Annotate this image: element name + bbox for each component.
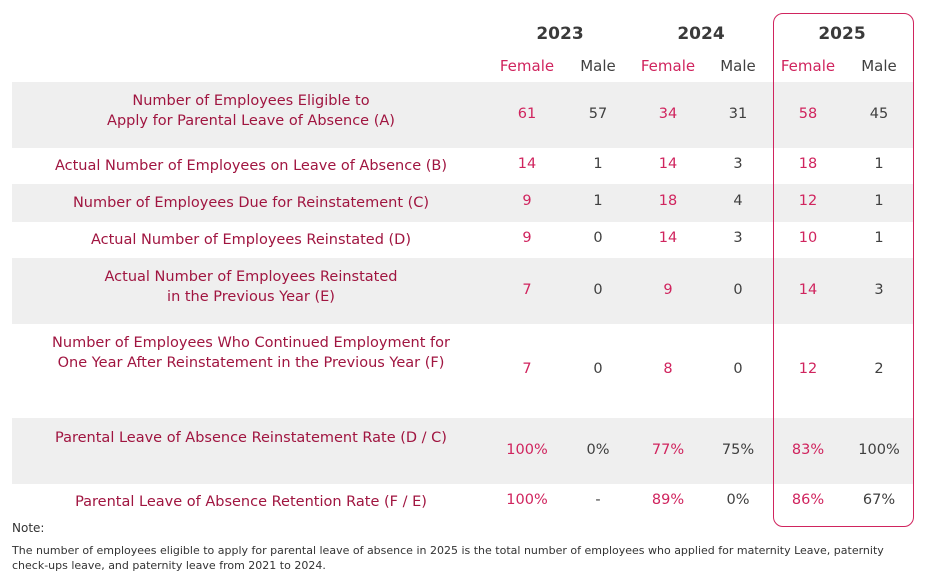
cell-2024-female: 89% bbox=[651, 492, 685, 508]
cell-2024-female: 8 bbox=[663, 361, 673, 377]
gender-header-2023-female: Female bbox=[499, 57, 555, 75]
row-label: Number of Employees Eligible to Apply fo… bbox=[12, 91, 490, 131]
cell-2024-male: 3 bbox=[733, 230, 743, 246]
cell-2024-female: 14 bbox=[658, 156, 678, 172]
note-title: Note: bbox=[12, 521, 45, 535]
cell-2023-male: 1 bbox=[593, 156, 603, 172]
year-header-2024: 2024 bbox=[677, 24, 725, 44]
year-header-2025: 2025 bbox=[818, 24, 866, 44]
cell-2025-female: 12 bbox=[798, 361, 818, 377]
cell-2025-male: 2 bbox=[874, 361, 884, 377]
row-label: Actual Number of Employees Reinstated in… bbox=[12, 267, 490, 307]
cell-2023-male: 0 bbox=[593, 361, 603, 377]
cell-2025-female: 18 bbox=[798, 156, 818, 172]
cell-2025-female: 10 bbox=[798, 230, 818, 246]
cell-2025-male: 1 bbox=[874, 193, 884, 209]
cell-2023-female: 14 bbox=[517, 156, 537, 172]
gender-header-2024-male: Male bbox=[720, 57, 756, 75]
cell-2025-male: 1 bbox=[874, 156, 884, 172]
cell-2024-female: 18 bbox=[658, 193, 678, 209]
year-header-2023: 2023 bbox=[536, 24, 584, 44]
row-label-line: Number of Employees Eligible to bbox=[132, 93, 370, 109]
row-label-line: One Year After Reinstatement in the Prev… bbox=[57, 355, 445, 371]
row-label-line: Actual Number of Employees Reinstated bbox=[104, 269, 398, 285]
cell-2023-female: 7 bbox=[522, 361, 532, 377]
cell-2025-female: 12 bbox=[798, 193, 818, 209]
row-label-line: Number of Employees Who Continued Employ… bbox=[52, 335, 450, 351]
cell-2023-male: - bbox=[595, 492, 601, 508]
row-label: Parental Leave of Absence Retention Rate… bbox=[75, 494, 427, 510]
cell-2025-female: 83% bbox=[791, 442, 825, 458]
cell-2025-male: 45 bbox=[869, 106, 889, 122]
cell-2023-female: 61 bbox=[517, 106, 537, 122]
cell-2023-male: 57 bbox=[588, 106, 608, 122]
cell-2025-male: 3 bbox=[874, 282, 884, 298]
row-label: Number of Employees Who Continued Employ… bbox=[12, 333, 490, 373]
cell-2025-female: 58 bbox=[798, 106, 818, 122]
cell-2025-male: 100% bbox=[858, 442, 900, 458]
gender-header-2023-male: Male bbox=[580, 57, 616, 75]
cell-2023-female: 9 bbox=[522, 193, 532, 209]
gender-header-2025-male: Male bbox=[861, 57, 897, 75]
row-label: Parental Leave of Absence Reinstatement … bbox=[55, 430, 447, 446]
table-row: Actual Number of Employees on Leave of A… bbox=[12, 148, 913, 184]
row-label: Actual Number of Employees on Leave of A… bbox=[54, 158, 447, 174]
table-row: Number of Employees Eligible to Apply fo… bbox=[12, 82, 913, 148]
table-row: Number of Employees Due for Reinstatemen… bbox=[12, 184, 913, 222]
cell-2024-female: 9 bbox=[663, 282, 673, 298]
cell-2024-female: 14 bbox=[658, 230, 678, 246]
cell-2023-female: 9 bbox=[522, 230, 532, 246]
table-row: Parental Leave of Absence Reinstatement … bbox=[12, 418, 913, 484]
row-label-line: Apply for Parental Leave of Absence (A) bbox=[107, 113, 395, 129]
cell-2024-male: 0 bbox=[733, 361, 743, 377]
cell-2025-male: 1 bbox=[874, 230, 884, 246]
cell-2024-male: 3 bbox=[733, 156, 743, 172]
row-label-line: in the Previous Year (E) bbox=[167, 289, 335, 305]
table-row: Actual Number of Employees Reinstated in… bbox=[12, 258, 913, 324]
gender-header-2024-female: Female bbox=[640, 57, 696, 75]
cell-2023-female: 100% bbox=[506, 492, 548, 508]
note-text: The number of employees eligible to appl… bbox=[12, 544, 884, 572]
cell-2024-male: 0 bbox=[733, 282, 743, 298]
cell-2024-female: 34 bbox=[658, 106, 678, 122]
gender-header-2025-female: Female bbox=[780, 57, 836, 75]
table-row: Actual Number of Employees Reinstated (D… bbox=[12, 222, 913, 258]
cell-2023-male: 0 bbox=[593, 282, 603, 298]
cell-2025-female: 14 bbox=[798, 282, 818, 298]
row-label: Actual Number of Employees Reinstated (D… bbox=[90, 232, 412, 248]
cell-2023-male: 0 bbox=[593, 230, 603, 246]
cell-2024-female: 77% bbox=[651, 442, 685, 458]
table-row: Number of Employees Who Continued Employ… bbox=[12, 324, 913, 418]
cell-2023-male: 1 bbox=[593, 193, 603, 209]
table-row: Parental Leave of Absence Retention Rate… bbox=[12, 484, 913, 520]
cell-2023-female: 100% bbox=[506, 442, 548, 458]
cell-2024-male: 4 bbox=[733, 193, 743, 209]
cell-2024-male: 0% bbox=[726, 492, 750, 508]
cell-2024-male: 31 bbox=[728, 106, 748, 122]
cell-2025-male: 67% bbox=[862, 492, 896, 508]
cell-2023-female: 7 bbox=[522, 282, 532, 298]
cell-2025-female: 86% bbox=[791, 492, 825, 508]
cell-2024-male: 75% bbox=[721, 442, 755, 458]
cell-2023-male: 0% bbox=[586, 442, 610, 458]
row-label: Number of Employees Due for Reinstatemen… bbox=[72, 195, 430, 211]
